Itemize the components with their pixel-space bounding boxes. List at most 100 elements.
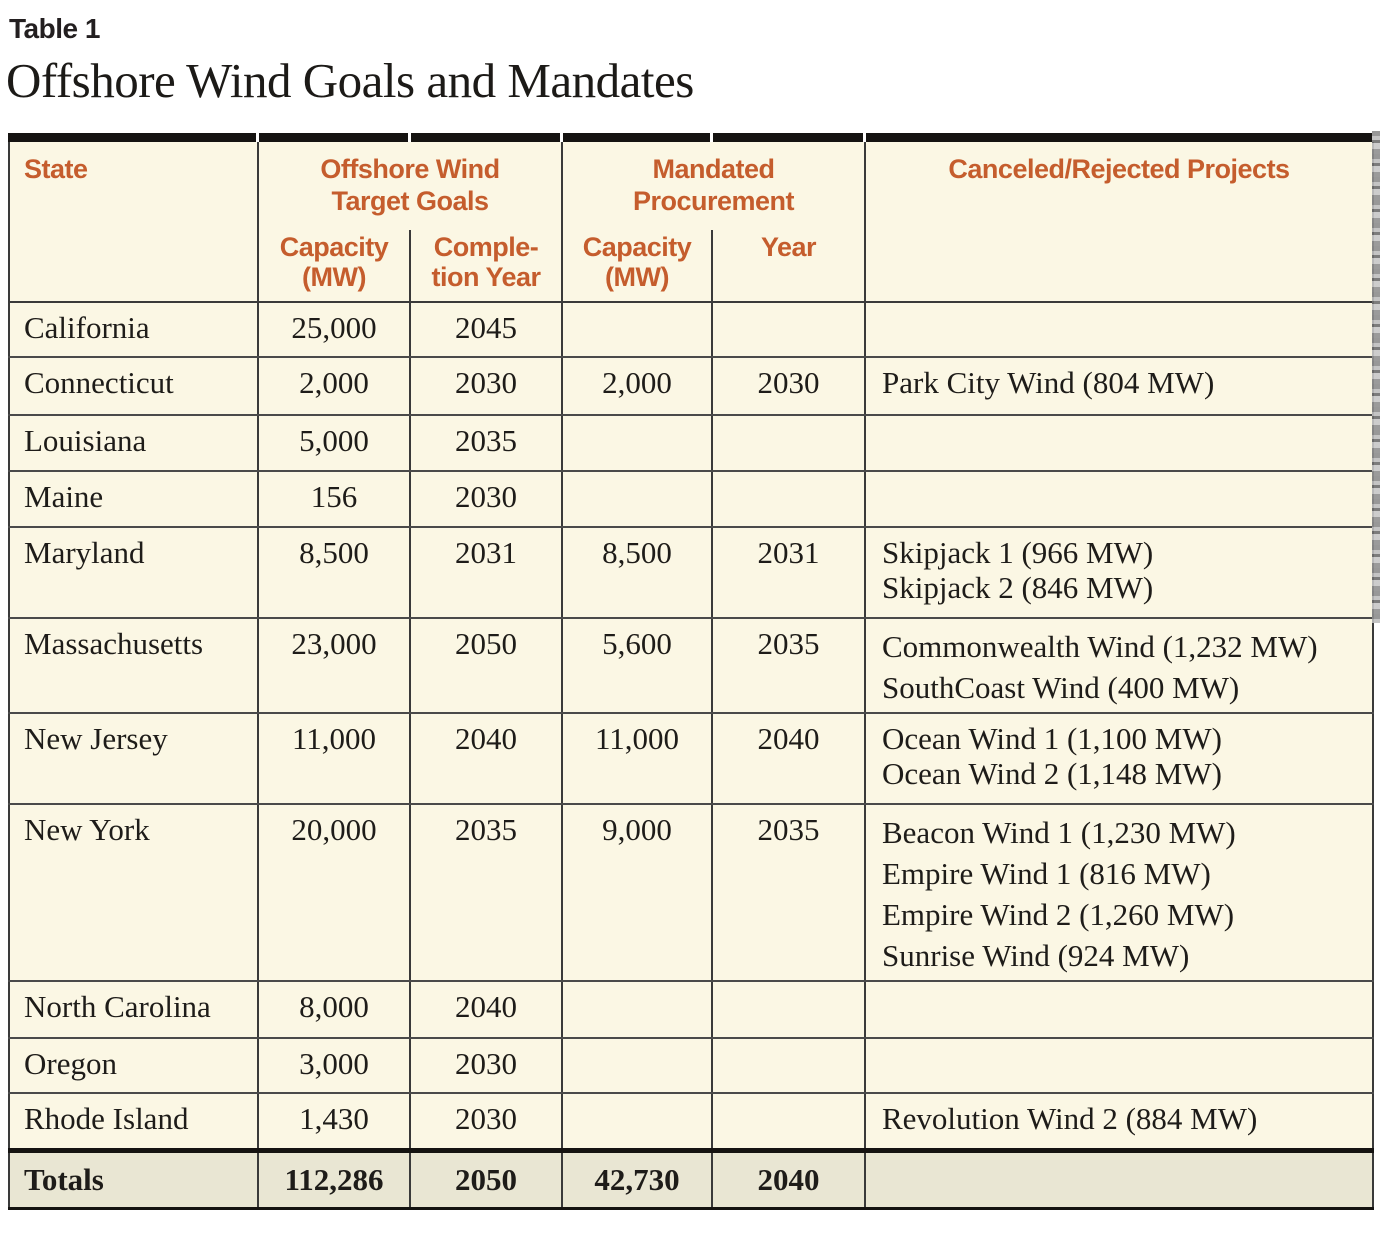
table-row: North Carolina 8,000 2040 <box>9 981 1373 1039</box>
state-cell: Maine <box>9 471 258 528</box>
table-label: Table 1 <box>9 13 100 44</box>
header-mandate-capacity-line2: (MW) <box>605 262 669 293</box>
table-row: Oregon 3,000 2030 <box>9 1038 1373 1094</box>
projects-cell: Revolution Wind 2 (884 MW) <box>864 1093 1373 1151</box>
top-bar-notch <box>256 133 259 142</box>
totals-mandate-capacity-cell: 42,730 <box>561 1147 712 1210</box>
state-cell: New Jersey <box>9 713 258 805</box>
target-year-cell: 2040 <box>409 981 562 1039</box>
mandate-capacity-cell: 8,500 <box>561 527 712 619</box>
mandate-capacity-cell: 5,600 <box>561 618 712 714</box>
target-year-cell: 2031 <box>409 527 562 619</box>
table-top-bar <box>8 133 1372 142</box>
target-year-cell: 2050 <box>409 618 562 714</box>
header-state: State <box>9 142 258 303</box>
totals-row: Totals 112,286 2050 42,730 2040 <box>9 1147 1373 1210</box>
projects-cell: Beacon Wind 1 (1,230 MW) Empire Wind 1 (8… <box>864 804 1373 982</box>
project-line: Park City Wind (804 MW) <box>882 365 1215 400</box>
totals-mandate-year-cell: 2040 <box>711 1147 865 1210</box>
mandate-year-cell <box>711 415 865 472</box>
page-edge-artifact <box>1372 131 1380 623</box>
header-target-goals-line2: Target Goals <box>331 185 489 216</box>
table-row: Maine 156 2030 <box>9 471 1373 528</box>
mandate-capacity-cell: 9,000 <box>561 804 712 982</box>
header-mandate-year: Year <box>711 230 865 303</box>
mandate-year-cell: 2035 <box>711 618 865 714</box>
header-mandate-capacity-line1: Capacity <box>582 232 692 262</box>
header-mandated-line1: Mandated <box>652 154 775 184</box>
projects-cell: Skipjack 1 (966 MW) Skipjack 2 (846 MW) <box>864 527 1373 619</box>
state-cell: North Carolina <box>9 981 258 1039</box>
mandate-year-cell: 2040 <box>711 713 865 805</box>
totals-label-cell: Totals <box>9 1147 258 1210</box>
header-target-completion-year: Comple- tion Year <box>409 230 562 303</box>
projects-cell <box>864 302 1373 358</box>
header-target-capacity-line2: (MW) <box>302 262 366 293</box>
target-year-cell: 2045 <box>409 302 562 358</box>
project-line: Commonwealth Wind (1,232 MW) <box>882 629 1318 664</box>
project-line: Revolution Wind 2 (884 MW) <box>882 1101 1258 1136</box>
target-capacity-cell: 1,430 <box>257 1093 410 1151</box>
mandate-year-cell: 2031 <box>711 527 865 619</box>
projects-cell: Commonwealth Wind (1,232 MW) SouthCoast W… <box>864 618 1373 714</box>
project-line: Skipjack 2 (846 MW) <box>882 570 1154 605</box>
target-year-cell: 2030 <box>409 1093 562 1151</box>
header-completion-line2: tion Year <box>431 262 541 293</box>
mandate-year-cell <box>711 471 865 528</box>
target-year-cell: 2030 <box>409 1038 562 1094</box>
table-row: Maryland 8,500 2031 8,500 2031 Skipjack 1 (96… <box>9 527 1373 619</box>
header-target-goals-group: Offshore Wind Target Goals <box>257 142 562 230</box>
mandate-year-cell: 2035 <box>711 804 865 982</box>
offshore-wind-table: State Offshore Wind Target Goals Mandate… <box>8 142 1374 1210</box>
target-capacity-cell: 11,000 <box>257 713 410 805</box>
table-row: Rhode Island 1,430 2030 Revolution Wind 2 (… <box>9 1093 1373 1151</box>
projects-cell <box>864 981 1373 1039</box>
project-line: Empire Wind 2 (1,260 MW) <box>882 897 1235 932</box>
target-year-cell: 2040 <box>409 713 562 805</box>
projects-cell <box>864 471 1373 528</box>
mandate-capacity-cell <box>561 471 712 528</box>
mandate-capacity-cell <box>561 1038 712 1094</box>
top-bar-notch <box>560 133 563 142</box>
mandate-capacity-cell: 11,000 <box>561 713 712 805</box>
totals-target-year-cell: 2050 <box>409 1147 562 1210</box>
mandate-year-cell <box>711 302 865 358</box>
state-cell: New York <box>9 804 258 982</box>
state-cell: Massachusetts <box>9 618 258 714</box>
state-cell: Maryland <box>9 527 258 619</box>
projects-cell <box>864 1038 1373 1094</box>
header-canceled-projects: Canceled/Rejected Projects <box>864 142 1373 303</box>
projects-cell: Park City Wind (804 MW) <box>864 357 1373 416</box>
mandate-year-cell <box>711 1038 865 1094</box>
mandate-capacity-cell: 2,000 <box>561 357 712 416</box>
target-capacity-cell: 3,000 <box>257 1038 410 1094</box>
projects-cell: Ocean Wind 1 (1,100 MW) Ocean Wind 2 (1,1… <box>864 713 1373 805</box>
header-row-subcolumns: Capacity (MW) Comple- tion Year Capacity… <box>9 230 1373 303</box>
header-mandate-capacity: Capacity (MW) <box>561 230 712 303</box>
target-year-cell: 2035 <box>409 804 562 982</box>
table-row: Connecticut 2,000 2030 2,000 2030 Park City W… <box>9 357 1373 416</box>
state-cell: Connecticut <box>9 357 258 416</box>
mandate-capacity-cell <box>561 302 712 358</box>
top-bar-notch <box>863 133 866 142</box>
project-line: Ocean Wind 1 (1,100 MW) <box>882 721 1222 756</box>
header-target-capacity-line1: Capacity <box>279 232 389 262</box>
mandate-capacity-cell <box>561 1093 712 1151</box>
target-capacity-cell: 23,000 <box>257 618 410 714</box>
target-capacity-cell: 8,500 <box>257 527 410 619</box>
table-row: New Jersey 11,000 2040 11,000 2040 Ocean Wind… <box>9 713 1373 805</box>
target-year-cell: 2035 <box>409 415 562 472</box>
header-mandated-line2: Procurement <box>632 185 795 216</box>
project-line: SouthCoast Wind (400 MW) <box>882 670 1240 705</box>
state-cell: California <box>9 302 258 358</box>
target-year-cell: 2030 <box>409 471 562 528</box>
projects-cell <box>864 415 1373 472</box>
target-capacity-cell: 25,000 <box>257 302 410 358</box>
table-row: California 25,000 2045 <box>9 302 1373 358</box>
project-line: Ocean Wind 2 (1,148 MW) <box>882 756 1222 791</box>
top-bar-notch <box>408 133 411 142</box>
target-capacity-cell: 2,000 <box>257 357 410 416</box>
project-line: Beacon Wind 1 (1,230 MW) <box>882 815 1236 850</box>
state-cell: Louisiana <box>9 415 258 472</box>
